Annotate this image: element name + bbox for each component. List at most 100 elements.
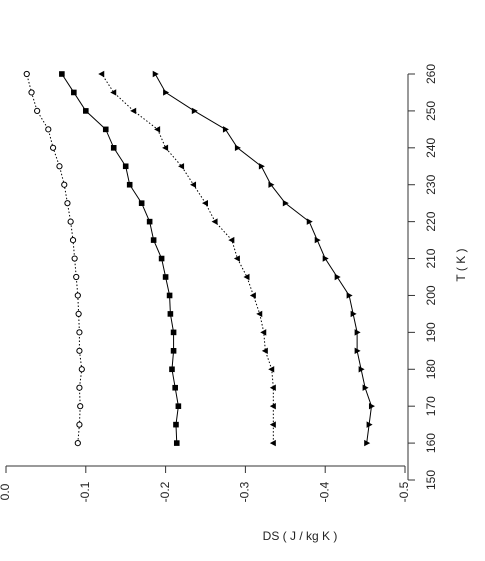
point [56,163,63,170]
point [202,199,208,207]
ds-tick-label: -0.5 [397,481,411,502]
ds-tick-label: -0.3 [238,481,252,502]
point [78,366,85,373]
point [269,421,276,428]
point [23,70,30,78]
point [228,236,235,244]
point [170,329,177,336]
point [260,329,267,336]
point [110,89,117,96]
point [126,181,133,188]
point [346,292,353,299]
point [130,107,137,115]
point [191,107,198,115]
point [152,70,159,78]
point [178,163,185,170]
point [98,70,105,78]
point [362,384,369,391]
point [34,107,41,115]
point [76,347,83,354]
point [190,181,197,188]
point [322,255,329,262]
point [69,236,77,244]
point [173,421,179,428]
point [175,403,182,409]
point [158,255,165,262]
point [110,145,117,151]
t-tick-label: 180 [424,359,438,379]
point [234,144,241,152]
point [163,89,170,96]
t-tick-label: 160 [424,433,438,453]
point [306,218,313,225]
ds-tick-label: -0.4 [317,481,331,502]
point [172,384,178,391]
ds-tick-label: -0.2 [158,481,172,502]
point [76,421,83,428]
point [77,403,84,410]
point [162,274,169,280]
t-tick-label: 220 [424,211,438,231]
series-line [101,73,274,444]
t-tick-label: 150 [424,470,438,490]
point [268,366,275,373]
ds-tick-label: -0.1 [78,481,92,502]
point [122,163,129,170]
t-axis-title: T ( K ) [454,248,468,281]
point [64,200,71,207]
point [71,255,78,262]
t-tick-label: 170 [424,396,438,416]
point [243,273,250,281]
t-tick-label: 250 [424,101,438,121]
point [368,402,375,410]
point [354,329,361,336]
point [334,273,341,281]
point [366,421,373,428]
point [269,439,276,447]
point [261,347,268,355]
point [269,402,276,410]
point [222,126,229,133]
point [268,181,275,188]
point [74,292,81,299]
ds-axis-title: DS ( J / kg K ) [263,529,338,543]
point [282,199,289,207]
point [74,439,81,447]
point [249,292,256,299]
point [258,163,265,170]
t-tick-label: 200 [424,285,438,305]
point [76,384,83,391]
point [256,310,263,318]
point [314,236,321,244]
t-tick-label: 240 [424,137,438,157]
point [173,440,180,446]
t-tick-label: 230 [424,174,438,194]
point [146,218,153,225]
point [73,273,80,281]
point [364,439,371,447]
t-tick-label: 210 [424,248,438,268]
ds-tick-label: 0.0 [0,483,12,500]
point [45,126,52,133]
t-tick-label: 190 [424,322,438,342]
point [71,89,77,96]
point [49,144,57,151]
point [67,218,74,225]
point [76,329,83,336]
point [166,292,173,299]
point [354,347,361,355]
point [83,108,89,114]
point [102,126,109,133]
point [233,255,240,262]
point [269,384,276,391]
point [154,126,161,133]
series-line [154,73,372,444]
point [61,181,68,188]
point [75,310,82,318]
point [162,144,169,152]
point [28,89,35,96]
point [350,310,357,318]
point [59,71,65,77]
